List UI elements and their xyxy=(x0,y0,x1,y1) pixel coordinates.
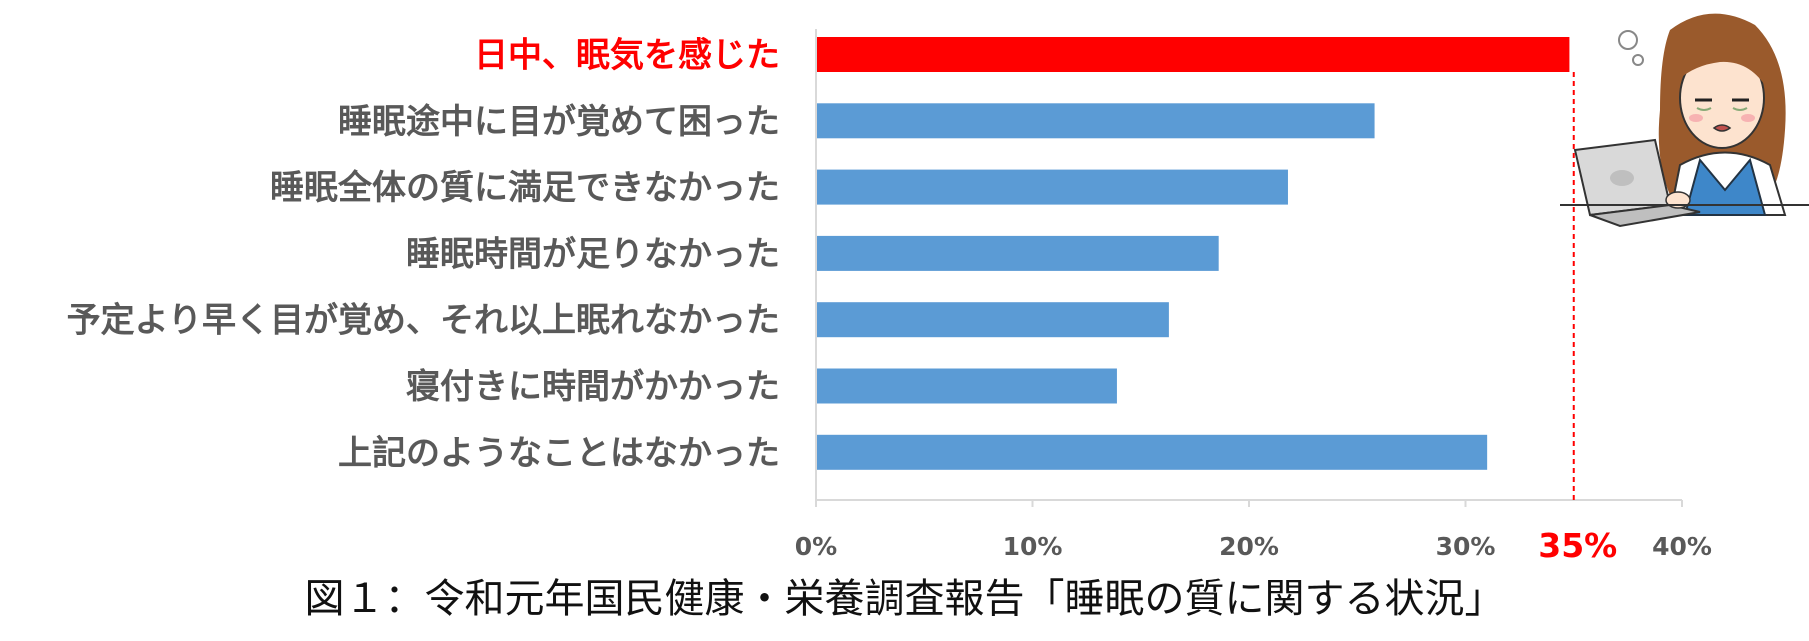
x-tick-labels: 0% 10% 20% 30% 40% xyxy=(795,532,1712,561)
category-label-1: 睡眠途中に目が覚めて困った xyxy=(338,102,780,142)
bar-0 xyxy=(816,37,1570,72)
bars xyxy=(816,37,1570,470)
x-axis xyxy=(815,29,1683,507)
bar-chart: 日中、眠気を感じた睡眠途中に目が覚めて困った睡眠全体の質に満足できなかった睡眠時… xyxy=(67,29,1712,565)
category-label-5: 寝付きに時間がかかった xyxy=(406,367,780,407)
category-label-4: 予定より早く目が覚め、それ以上眠れなかった xyxy=(67,301,780,341)
reference-line-group: 35% xyxy=(1538,72,1617,565)
category-label-6: 上記のようなことはなかった xyxy=(338,433,780,473)
x-tick-label-2: 20% xyxy=(1219,532,1279,561)
reference-line-label: 35% xyxy=(1538,526,1617,565)
category-labels: 日中、眠気を感じた睡眠途中に目が覚めて困った睡眠全体の質に満足できなかった睡眠時… xyxy=(67,36,780,474)
x-tick-label-3: 30% xyxy=(1436,532,1496,561)
x-tick-label-4: 40% xyxy=(1652,532,1712,561)
category-label-0: 日中、眠気を感じた xyxy=(474,36,780,76)
bar-6 xyxy=(816,434,1488,470)
bar-1 xyxy=(816,103,1375,139)
x-tick-label-0: 0% xyxy=(795,532,837,561)
figure-caption: 図１：令和元年国民健康・栄養調査報告「睡眠の質に関する状況」 xyxy=(304,576,1505,622)
category-label-2: 睡眠全体の質に満足できなかった xyxy=(270,168,780,208)
category-label-3: 睡眠時間が足りなかった xyxy=(406,234,780,274)
x-tick-label-1: 10% xyxy=(1003,532,1063,561)
bar-5 xyxy=(816,368,1117,404)
bar-4 xyxy=(816,302,1169,338)
bar-2 xyxy=(816,169,1288,205)
tired-woman-at-laptop-icon xyxy=(1560,13,1809,228)
bar-3 xyxy=(816,235,1219,271)
